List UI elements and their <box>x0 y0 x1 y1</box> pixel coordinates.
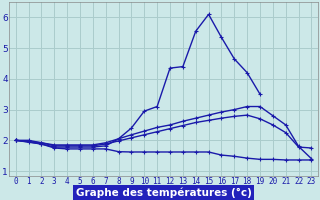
X-axis label: Graphe des températures (°c): Graphe des températures (°c) <box>76 187 252 198</box>
